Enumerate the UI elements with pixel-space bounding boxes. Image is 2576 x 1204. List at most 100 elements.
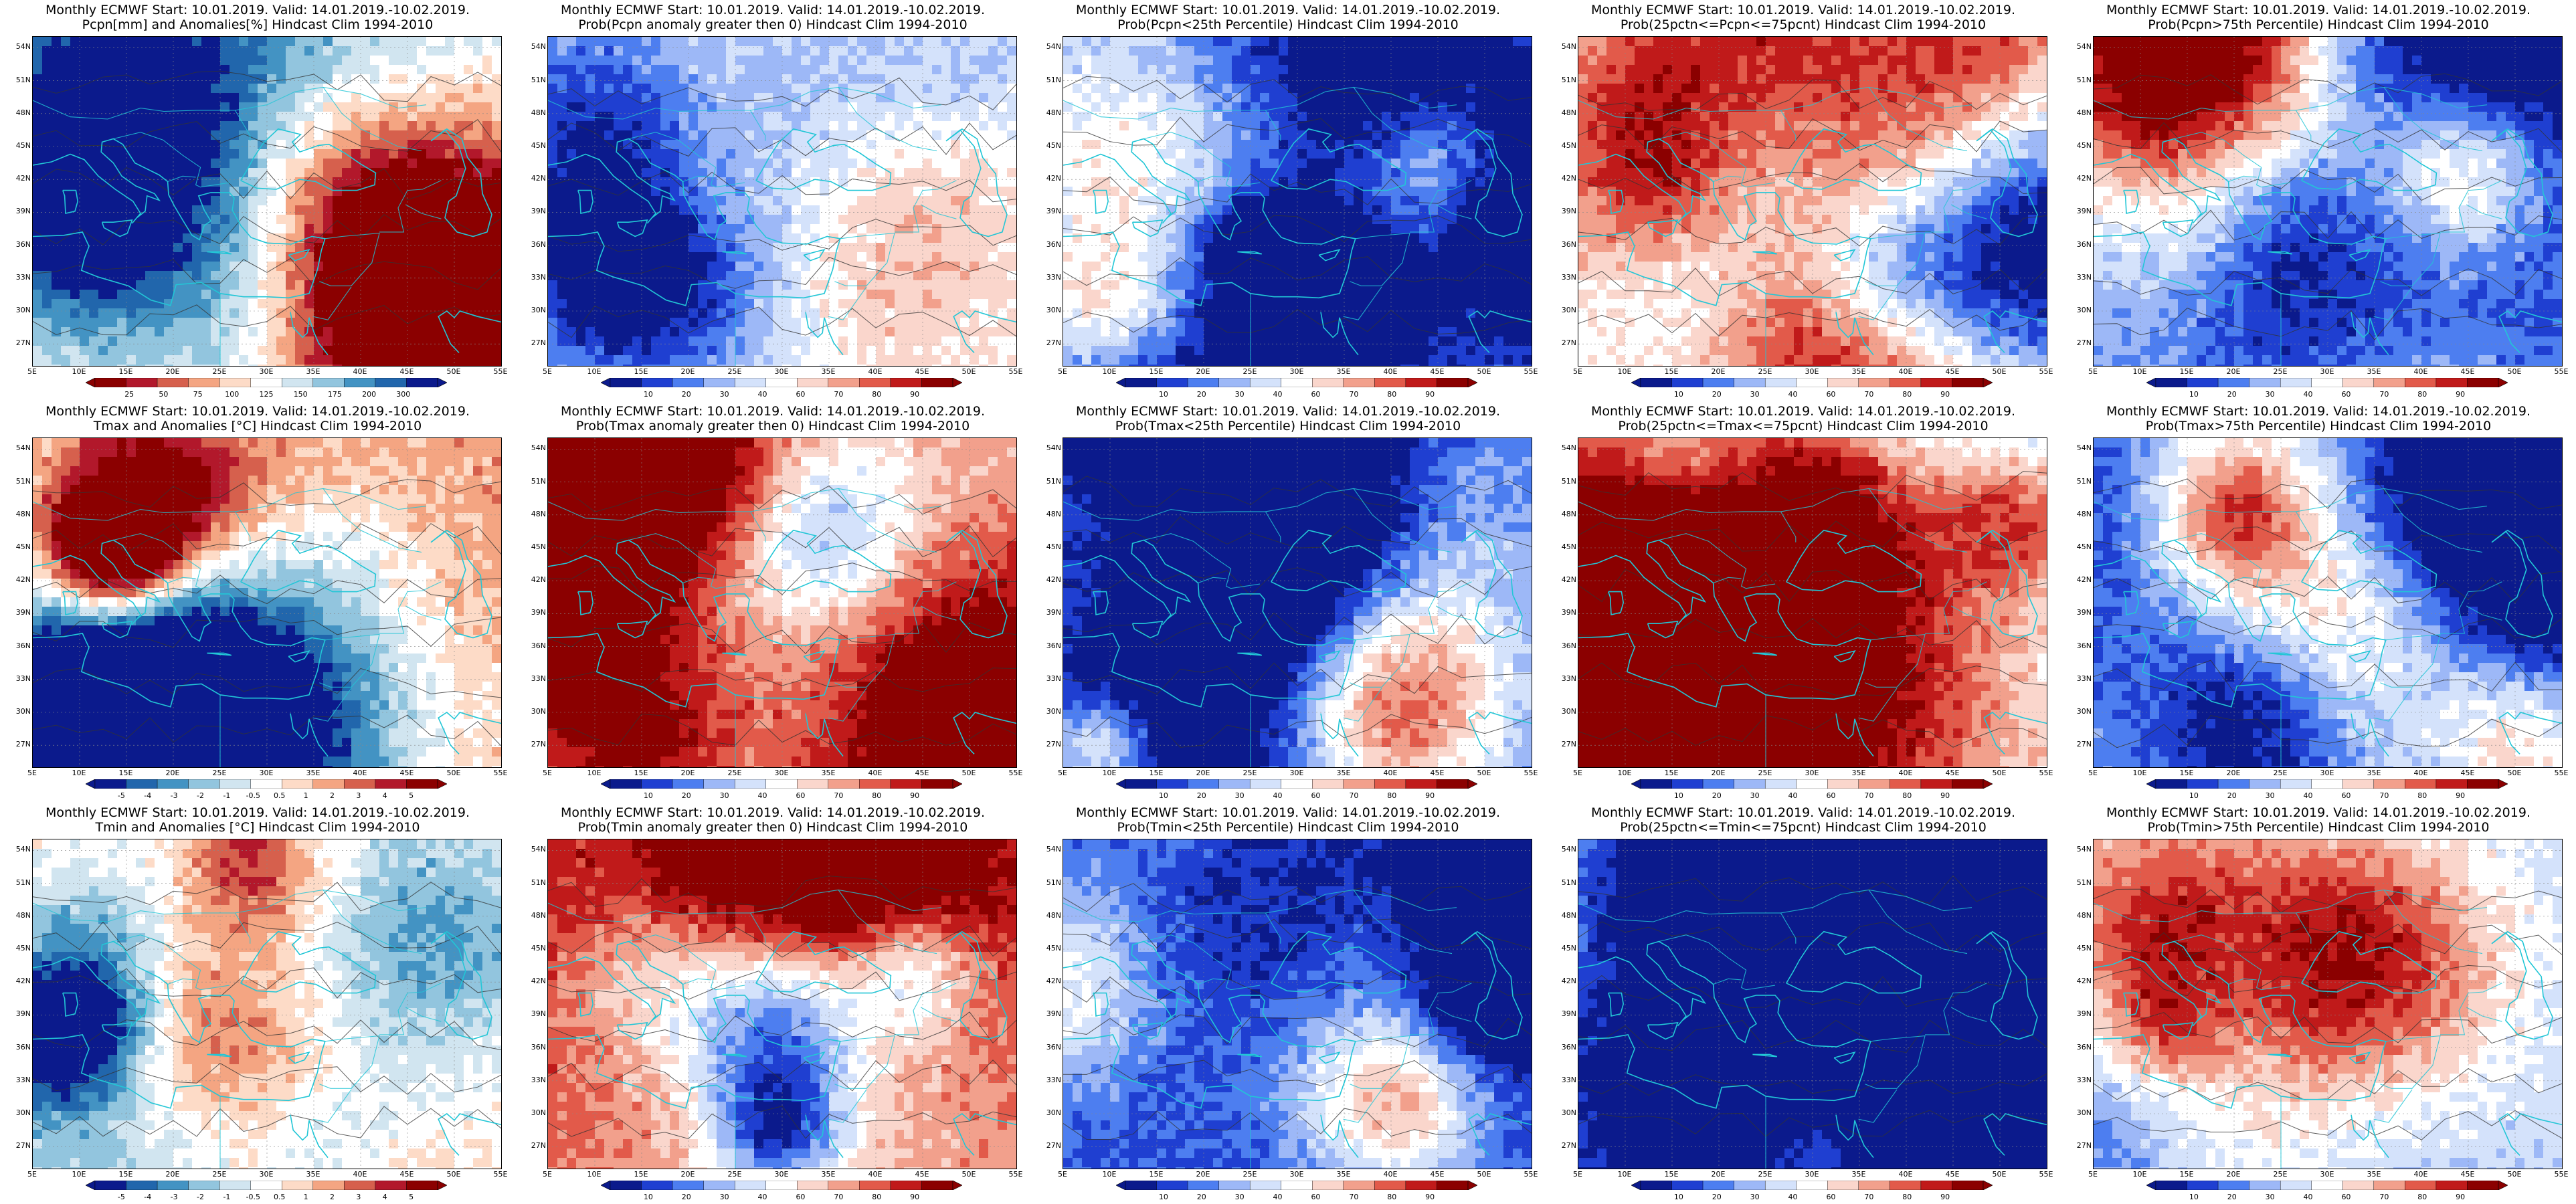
colorbar-tick-label: 80 [1902, 1193, 1912, 1201]
graticule [33, 839, 501, 1169]
colorbar-bin [282, 378, 314, 387]
colorbar-bin [2435, 1181, 2468, 1190]
colorbar-bin [1671, 1181, 1704, 1190]
shaded-field [33, 438, 501, 767]
colorbar-bin [1702, 1181, 1734, 1190]
colorbar-tick-label: 10 [1159, 1193, 1168, 1201]
longitude-tick-label: 15E [1665, 769, 1679, 777]
colorbar-bin [2249, 779, 2281, 789]
colorbar-tick-label: 10 [1674, 1193, 1683, 1201]
longitude-tick-label: 25E [1758, 769, 1772, 777]
map-field [548, 37, 1016, 366]
colorbar-bin [1187, 779, 1219, 789]
colorbar-bin [1671, 779, 1704, 789]
coastline-overlay [1063, 86, 1532, 366]
longitude-tick-label: 45E [2461, 367, 2475, 376]
map-panel: Monthly ECMWF Start: 10.01.2019. Valid: … [1546, 401, 2061, 803]
colorbar-tick-label: 10 [644, 1193, 653, 1201]
longitude-tick-label: 45E [1431, 367, 1445, 376]
shaded-field [1578, 839, 2047, 1169]
longitude-tick-label: 15E [1149, 769, 1164, 777]
colorbar-bin [641, 779, 673, 789]
latitude-tick-label: 33N [1040, 273, 1061, 282]
colorbar-tick-label: 60 [1826, 390, 1835, 399]
latitude-tick-label: 30N [525, 1108, 546, 1117]
colorbar [1116, 378, 1477, 387]
colorbar-tick-label: 30 [1750, 791, 1760, 800]
colorbar-bin [282, 779, 314, 789]
coastline-overlay [548, 889, 1016, 1169]
latitude-tick-label: 42N [1040, 977, 1061, 985]
map-field [1578, 37, 2047, 366]
colorbar-bin [2467, 779, 2499, 789]
latitude-tick-label: 45N [1040, 944, 1061, 952]
latitude-tick-label: 45N [9, 542, 31, 551]
colorbar-bin [1702, 779, 1734, 789]
longitude-tick-label: 40E [2414, 1170, 2428, 1179]
graticule [2094, 438, 2562, 767]
colorbar-bin [344, 378, 376, 387]
colorbar-bin [2373, 378, 2405, 387]
colorbar-tick-label: 30 [720, 791, 729, 800]
colorbar-tick-label: 40 [2304, 791, 2313, 800]
colorbar-tick-label: 10 [2189, 791, 2199, 800]
colorbar-tick-label: 80 [1902, 390, 1912, 399]
colorbar-tick-label: 60 [1311, 791, 1320, 800]
colorbar-tick-label: 30 [720, 390, 729, 399]
latitude-tick-label: 27N [525, 740, 546, 748]
colorbar-bin [610, 1181, 642, 1190]
longitude-tick-label: 15E [1665, 367, 1679, 376]
colorbar-bin [1374, 378, 1406, 387]
colorbar-bin [765, 378, 798, 387]
longitude-tick-label: 20E [166, 367, 180, 376]
longitude-tick-label: 55E [1524, 1170, 1538, 1179]
colorbar-tick-label: 125 [260, 390, 274, 399]
longitude-tick-label: 45E [915, 1170, 929, 1179]
colorbar-tick-label: 30 [2266, 390, 2275, 399]
latitude-tick-label: 36N [9, 641, 31, 650]
latitude-tick-label: 42N [525, 575, 546, 584]
colorbar-bin [1640, 779, 1672, 789]
latitude-tick-label: 45N [1555, 944, 1576, 952]
coastline-overlay [1578, 488, 2047, 767]
colorbar-tick-label: 0.5 [274, 791, 286, 800]
panel-title-line2: Pcpn[mm] and Anomalies[%] Hindcast Clim … [0, 17, 515, 32]
colorbar-bin [1437, 1181, 1469, 1190]
longitude-tick-label: 5E [27, 769, 37, 777]
latitude-tick-label: 39N [1555, 1009, 1576, 1018]
longitude-tick-label: 30E [1805, 769, 1819, 777]
colorbar-bin [157, 1181, 189, 1190]
map-field [1063, 839, 1532, 1169]
colorbar-bin [1858, 378, 1890, 387]
colorbar-bin [1281, 779, 1313, 789]
colorbar-tick-label: 70 [1349, 791, 1358, 800]
colorbar-arrow-low [601, 779, 611, 789]
longitude-tick-label: 15E [634, 769, 648, 777]
coastline-overlay [1063, 889, 1532, 1169]
colorbar-tick-label: 90 [910, 390, 919, 399]
colorbar-tick-label: -4 [144, 791, 151, 800]
colorbar-bin [250, 378, 282, 387]
colorbar-tick-label: 40 [1273, 1193, 1283, 1201]
coastline-overlay [1063, 488, 1532, 767]
longitude-tick-label: 45E [915, 769, 929, 777]
latitude-tick-label: 48N [2070, 510, 2092, 518]
colorbar-tick-label: 90 [1425, 390, 1435, 399]
coastline-overlay [548, 86, 1016, 366]
longitude-tick-label: 40E [1384, 769, 1398, 777]
colorbar-tick-label: 80 [2417, 1193, 2427, 1201]
map-panel: Monthly ECMWF Start: 10.01.2019. Valid: … [1030, 0, 1546, 401]
longitude-tick-label: 30E [1290, 1170, 1304, 1179]
longitude-tick-label: 45E [1431, 1170, 1445, 1179]
latitude-tick-label: 33N [9, 273, 31, 282]
longitude-tick-label: 15E [2180, 1170, 2194, 1179]
colorbar-bin [1671, 378, 1704, 387]
longitude-tick-label: 25E [213, 367, 227, 376]
coastline-overlay [33, 488, 501, 767]
latitude-tick-label: 36N [1040, 240, 1061, 249]
colorbar-tick-label: 20 [1712, 791, 1722, 800]
colorbar-arrow-high [2498, 779, 2508, 789]
colorbar-arrow-low [1631, 779, 1641, 789]
longitude-tick-label: 10E [587, 769, 602, 777]
colorbar-bin [1920, 779, 1952, 789]
